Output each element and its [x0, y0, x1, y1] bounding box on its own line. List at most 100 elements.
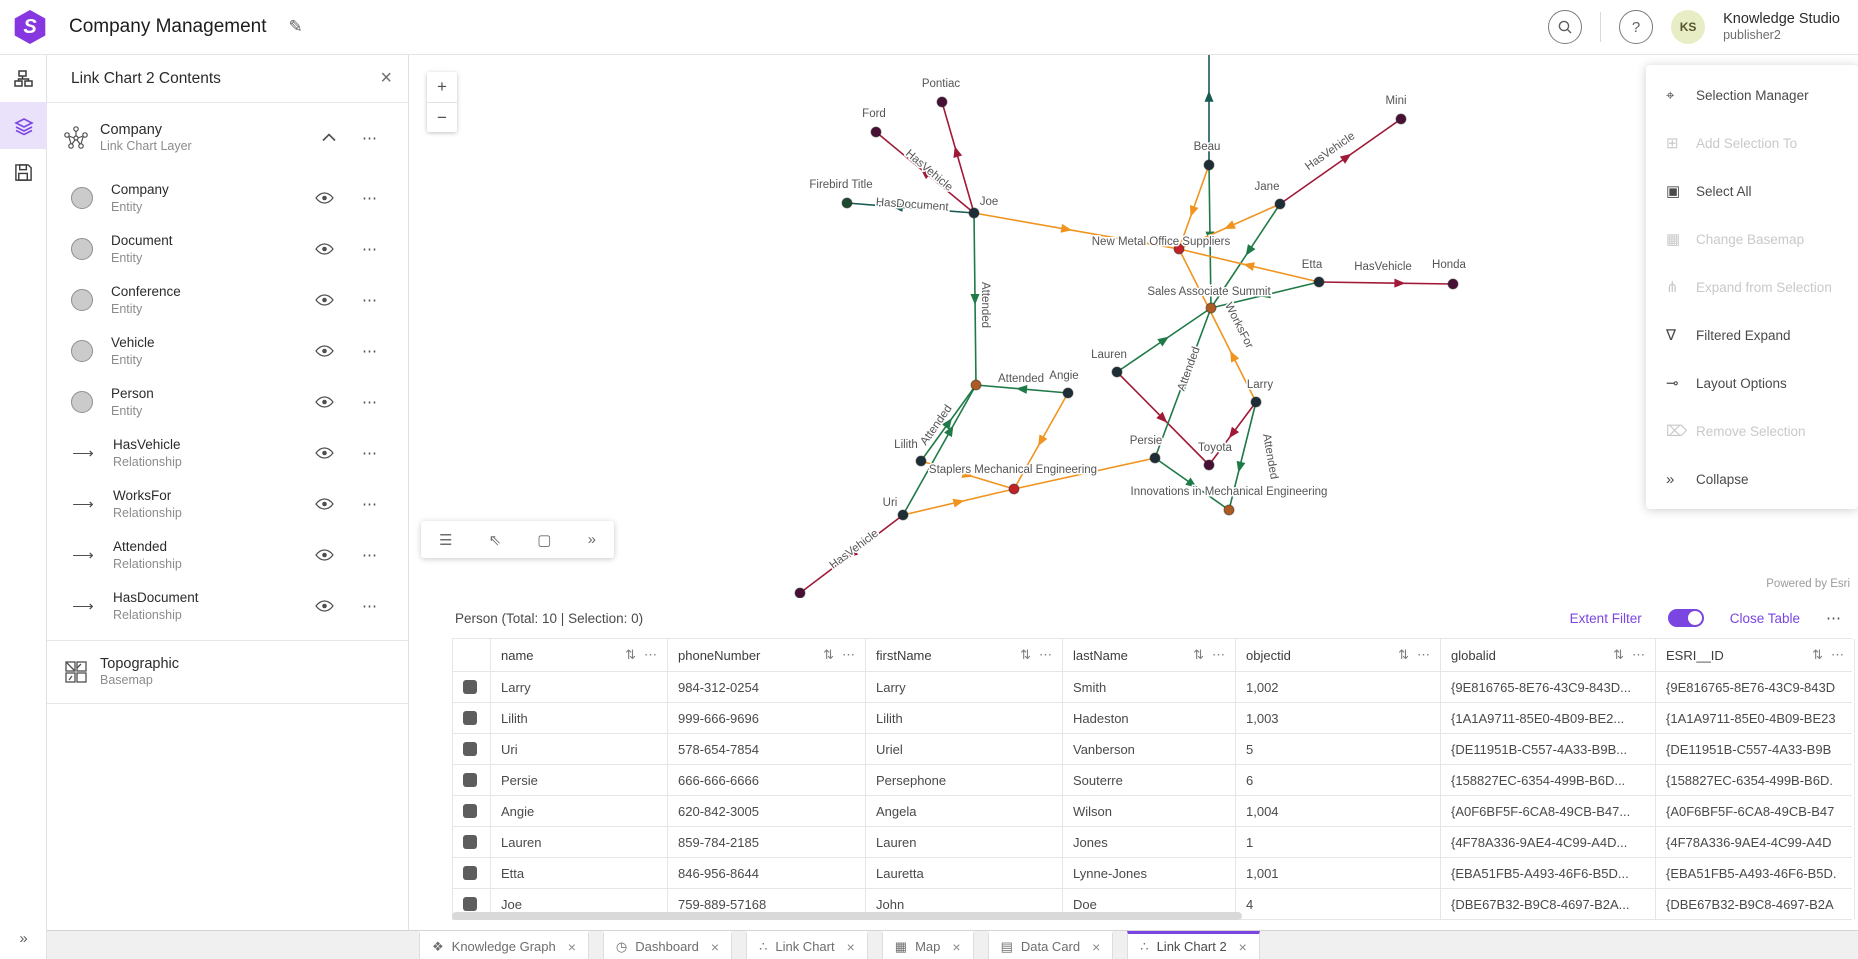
layer-more-icon[interactable]: ⋯ — [362, 343, 378, 361]
row-checkbox[interactable] — [463, 680, 477, 694]
table-row[interactable]: Larry 984-312-0254 Larry Smith 1,002 {9E81676… — [452, 671, 1855, 702]
visibility-eye-icon[interactable] — [315, 396, 334, 408]
visibility-eye-icon[interactable] — [315, 192, 334, 204]
row-checkbox[interactable] — [463, 742, 477, 756]
visibility-eye-icon[interactable] — [315, 243, 334, 255]
table-row[interactable]: Lauren 859-784-2185 Lauren Jones 1 {4F78A336-… — [452, 826, 1855, 857]
legend-list-icon[interactable]: ☰ — [439, 531, 453, 549]
node-pontiac[interactable] — [936, 96, 948, 108]
tab-link-chart[interactable]: ∴ Link Chart × — [746, 931, 868, 959]
tab-close-icon[interactable]: × — [567, 938, 576, 955]
node-lauren[interactable] — [1111, 366, 1123, 378]
rail-item-schema[interactable] — [0, 55, 47, 102]
help-button[interactable]: ? — [1619, 10, 1654, 44]
node-larry[interactable] — [1250, 396, 1262, 408]
rectangle-select-icon[interactable]: ▢ — [537, 531, 552, 549]
node-lilith[interactable] — [915, 455, 927, 467]
tab-close-icon[interactable]: × — [710, 938, 720, 955]
search-button[interactable] — [1548, 10, 1583, 44]
sort-icon[interactable]: ⇅ — [1020, 647, 1031, 662]
visibility-eye-icon[interactable] — [315, 600, 334, 612]
layer-more-icon[interactable]: ⋯ — [362, 190, 378, 208]
node-beau[interactable] — [1203, 159, 1215, 171]
horizontal-scrollbar[interactable] — [452, 912, 1242, 920]
node-firebird[interactable] — [841, 197, 853, 209]
zoom-in-button[interactable]: + — [427, 72, 457, 102]
table-row[interactable]: Angie 620-842-3005 Angela Wilson 1,004 {A0F6B… — [452, 795, 1855, 826]
node-jane[interactable] — [1274, 198, 1286, 210]
column-menu-icon[interactable]: ⋯ — [1212, 647, 1225, 662]
menu-item-collapse[interactable]: » Collapse — [1646, 455, 1858, 503]
column-menu-icon[interactable]: ⋯ — [1632, 647, 1645, 662]
row-checkbox[interactable] — [463, 835, 477, 849]
tab-close-icon[interactable]: × — [1092, 938, 1101, 955]
menu-item-select-all[interactable]: ▣ Select All — [1646, 167, 1858, 215]
edge-attended[interactable] — [902, 384, 977, 516]
column-header-firstName[interactable]: firstName ⇅ ⋯ — [865, 639, 1062, 671]
node-staplers[interactable] — [1008, 483, 1020, 495]
node-ford[interactable] — [870, 126, 882, 138]
visibility-eye-icon[interactable] — [315, 345, 334, 357]
rail-item-save[interactable] — [0, 149, 47, 196]
column-menu-icon[interactable]: ⋯ — [1831, 647, 1844, 662]
layer-more-icon[interactable]: ⋯ — [362, 445, 378, 463]
column-menu-icon[interactable]: ⋯ — [842, 647, 855, 662]
sort-icon[interactable]: ⇅ — [1193, 647, 1204, 662]
zoom-out-button[interactable]: − — [427, 102, 457, 132]
row-checkbox[interactable] — [463, 866, 477, 880]
edge-worksfor[interactable] — [973, 212, 1180, 250]
edge-hasdocument[interactable] — [846, 202, 975, 214]
basemap-row[interactable]: Topographic Basemap — [47, 641, 408, 704]
edge-attended[interactable] — [1228, 401, 1257, 511]
visibility-eye-icon[interactable] — [315, 498, 334, 510]
node-nmos[interactable] — [1173, 243, 1185, 255]
sort-icon[interactable]: ⇅ — [1398, 647, 1409, 662]
tab-close-icon[interactable]: × — [952, 938, 961, 955]
row-checkbox[interactable] — [463, 711, 477, 725]
row-checkbox[interactable] — [463, 773, 477, 787]
node-etta[interactable] — [1313, 276, 1325, 288]
user-block[interactable]: Knowledge Studio publisher2 — [1723, 11, 1840, 42]
edge-worksfor[interactable] — [1013, 457, 1156, 490]
layer-group-row[interactable]: Company Link Chart Layer ⋯ — [47, 103, 408, 173]
column-header-objectid[interactable]: objectid ⇅ ⋯ — [1235, 639, 1440, 671]
link-chart-canvas[interactable]: HasVehicle HasDocument Attended HasVehicle H… — [409, 55, 1858, 600]
node-joe[interactable] — [968, 207, 980, 219]
node-mini[interactable] — [1395, 113, 1407, 125]
table-row[interactable]: Persie 666-666-6666 Persephone Souterre 6 {15… — [452, 764, 1855, 795]
avatar[interactable]: KS — [1671, 10, 1706, 44]
column-header-globalid[interactable]: globalid ⇅ ⋯ — [1440, 639, 1655, 671]
column-header-phoneNumber[interactable]: phoneNumber ⇅ ⋯ — [667, 639, 865, 671]
column-header-name[interactable]: name ⇅ ⋯ — [490, 639, 667, 671]
node-angie[interactable] — [1062, 387, 1074, 399]
layer-more-icon[interactable]: ⋯ — [362, 241, 378, 259]
rail-item-layers[interactable] — [0, 102, 47, 149]
layer-row-document[interactable]: Document Entity ⋯ — [47, 224, 408, 275]
edge-hasvehicle[interactable] — [1279, 118, 1402, 205]
row-checkbox[interactable] — [463, 897, 477, 911]
layer-more-icon[interactable]: ⋯ — [362, 547, 378, 565]
table-more-icon[interactable]: ⋯ — [1826, 610, 1842, 627]
tab-knowledge-graph[interactable]: ❖ Knowledge Graph × — [419, 931, 589, 959]
node-honda[interactable] — [1447, 278, 1459, 290]
edge-hasvehicle[interactable] — [1318, 281, 1454, 285]
tab-data-card[interactable]: ▤ Data Card × — [987, 931, 1114, 959]
pointer-select-icon[interactable]: ⇖ — [488, 531, 502, 549]
toolbar-expand-icon[interactable]: » — [587, 531, 596, 548]
visibility-eye-icon[interactable] — [315, 294, 334, 306]
layer-row-company[interactable]: Company Entity ⋯ — [47, 173, 408, 224]
visibility-eye-icon[interactable] — [315, 549, 334, 561]
sort-icon[interactable]: ⇅ — [1812, 647, 1823, 662]
layer-more-icon[interactable]: ⋯ — [362, 394, 378, 412]
node-persie[interactable] — [1149, 452, 1161, 464]
column-header-lastName[interactable]: lastName ⇅ ⋯ — [1062, 639, 1235, 671]
node-innovations[interactable] — [1223, 504, 1235, 516]
tab-link-chart-2[interactable]: ∴ Link Chart 2 × — [1127, 931, 1260, 959]
node-conf2[interactable] — [970, 379, 982, 391]
tab-close-icon[interactable]: × — [1238, 938, 1247, 955]
column-header-ESRI__ID[interactable]: ESRI__ID ⇅ ⋯ — [1655, 639, 1855, 671]
extent-filter-toggle[interactable] — [1667, 609, 1704, 627]
rail-collapse-icon[interactable]: » — [19, 929, 28, 947]
layer-row-attended[interactable]: ⟶ Attended Relationship ⋯ — [47, 530, 408, 581]
node-toyota[interactable] — [1203, 459, 1215, 471]
